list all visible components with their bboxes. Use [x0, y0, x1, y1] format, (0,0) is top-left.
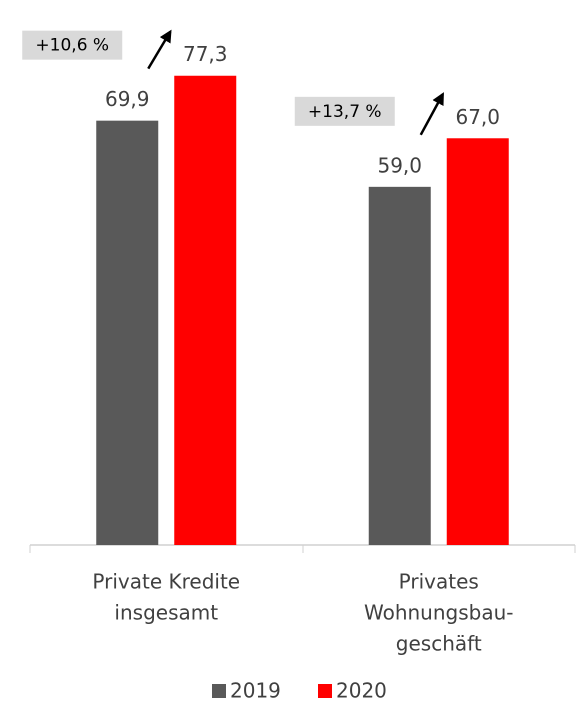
- annotation: +13,7 %: [308, 102, 382, 122]
- bar: [368, 186, 431, 545]
- bar: [446, 138, 509, 546]
- annotation: +10,6 %: [35, 36, 109, 56]
- annotation-box: [22, 30, 123, 60]
- legend-swatch: [212, 684, 226, 698]
- legend-label: 2020: [336, 679, 387, 703]
- x-tick-label: insgesamt: [114, 601, 218, 625]
- value-label: 69,9: [105, 87, 150, 111]
- annotation-arrow: [147, 29, 172, 70]
- x-tick-label: Private Kredite: [92, 570, 240, 594]
- legend-label: 2019: [230, 679, 281, 703]
- value-label: 77,3: [183, 42, 228, 66]
- x-tick-label: geschäft: [396, 632, 482, 656]
- x-tick-label: Privates: [399, 570, 479, 594]
- annotation-box: [294, 96, 395, 126]
- legend-swatch: [318, 684, 332, 698]
- bar: [96, 120, 159, 545]
- x-tick-label: Wohnungsbau-: [364, 601, 514, 625]
- value-label: 67,0: [455, 105, 500, 129]
- annotation-arrow: [419, 92, 444, 136]
- value-label: 59,0: [377, 153, 422, 177]
- bar: [174, 75, 237, 545]
